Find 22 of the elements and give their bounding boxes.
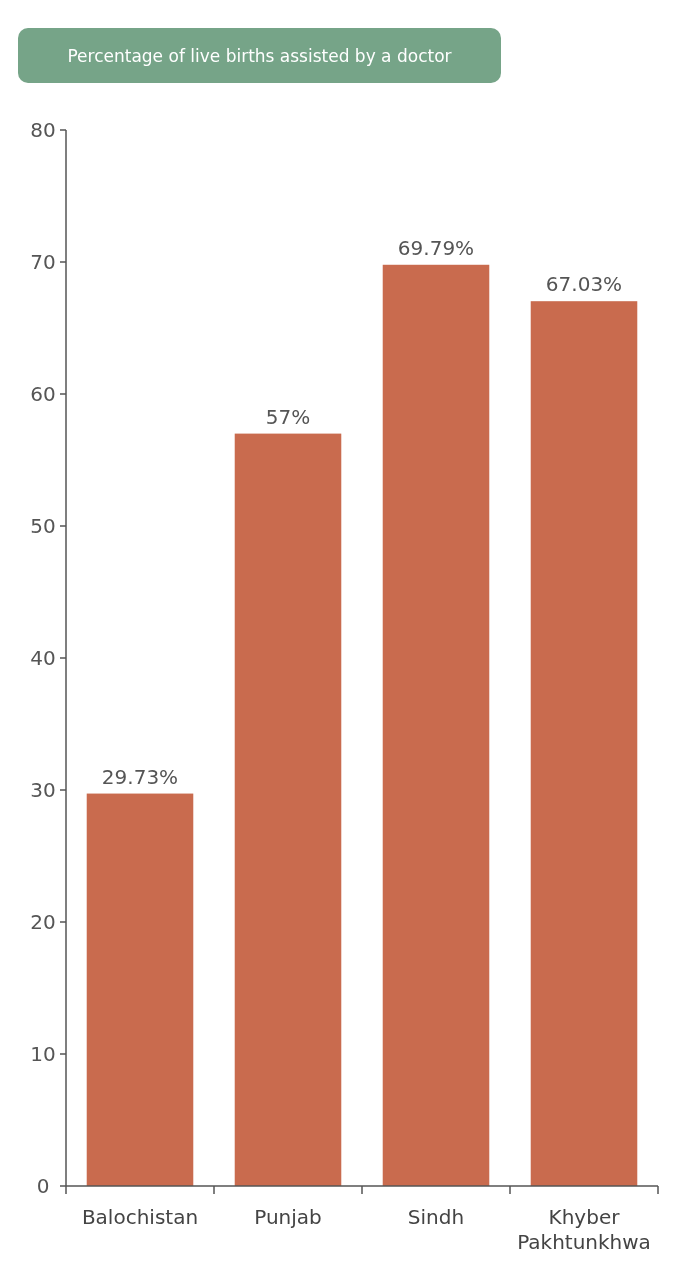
y-tick-label: 50 — [30, 514, 56, 538]
y-tick-label: 20 — [30, 910, 56, 934]
bar — [382, 264, 490, 1186]
x-tick-label: Punjab — [254, 1205, 322, 1229]
x-tick-label: Sindh — [407, 1205, 465, 1229]
data-label: 29.73% — [101, 764, 179, 789]
y-tick-label: 30 — [30, 778, 56, 802]
y-tick-label: 60 — [30, 382, 56, 406]
y-tick-label: 10 — [30, 1042, 56, 1066]
bar — [234, 433, 342, 1186]
x-tick-label: Balochistan — [81, 1205, 199, 1229]
data-label: 69.79% — [397, 235, 475, 260]
y-tick-label: 70 — [30, 250, 56, 274]
data-label: 57% — [265, 404, 311, 429]
y-tick-label: 80 — [30, 118, 56, 142]
bar — [530, 301, 638, 1186]
y-tick-label: 40 — [30, 646, 56, 670]
y-tick-label: 0 — [36, 1174, 50, 1198]
data-label: 67.03% — [545, 272, 623, 297]
chart-title: Percentage of live births assisted by a doctor — [67, 46, 452, 66]
bar — [86, 793, 194, 1186]
x-tick-label: Khyber Pakhtunkhwa — [517, 1205, 651, 1254]
